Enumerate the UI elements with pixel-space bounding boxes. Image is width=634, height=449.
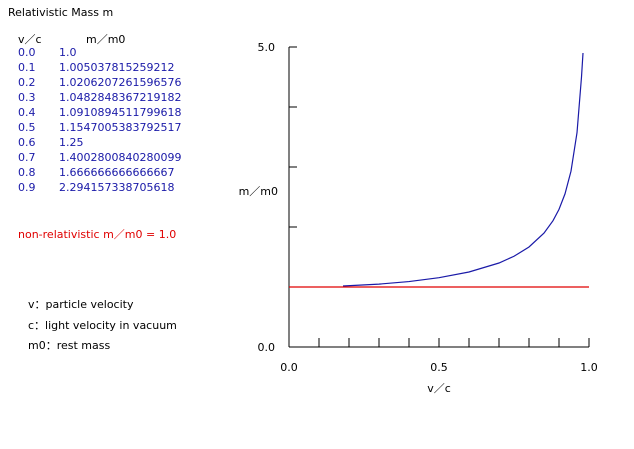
table-cell-mass: 1.666666666666667	[59, 166, 175, 179]
table-cell-mass: 2.294157338705618	[59, 181, 175, 194]
table-cell-velocity: 0.5	[18, 121, 36, 134]
y-axis-label: m／m0	[239, 185, 278, 198]
table-cell-mass: 1.25	[59, 136, 84, 149]
table-cell-velocity: 0.9	[18, 181, 36, 194]
chart-labels: 0.0 0.5 1.0 0.0 5.0 v／c m／m0	[239, 41, 598, 395]
y-tick-label: 5.0	[258, 41, 276, 54]
table-cell-mass: 1.0206207261596576	[59, 76, 182, 89]
x-tick-label: 0.0	[280, 361, 298, 374]
table-cell-velocity: 0.6	[18, 136, 36, 149]
table-cell-mass: 1.0910894511799618	[59, 106, 182, 119]
x-axis-label: v／c	[427, 382, 451, 395]
table-cell-velocity: 0.0	[18, 46, 36, 59]
table-cell-velocity: 0.2	[18, 76, 36, 89]
legend-light-velocity: c：light velocity in vacuum	[28, 319, 177, 332]
table-cell-mass: 1.0482848367219182	[59, 91, 182, 104]
table-cell-mass: 1.1547005383792517	[59, 121, 182, 134]
table-cell-mass: 1.4002800840280099	[59, 151, 182, 164]
table-cell-velocity: 0.7	[18, 151, 36, 164]
x-tick-label: 1.0	[580, 361, 598, 374]
table-cell-velocity: 0.3	[18, 91, 36, 104]
table-cell-mass: 1.005037815259212	[59, 61, 175, 74]
table-cell-velocity: 0.1	[18, 61, 36, 74]
relativistic-mass-line	[342, 52, 584, 287]
table-cell-velocity: 0.4	[18, 106, 36, 119]
page-title: Relativistic Mass m	[8, 6, 114, 19]
table-cell-velocity: 0.8	[18, 166, 36, 179]
table-header-velocity: v／c	[18, 33, 42, 46]
chart-axes	[288, 47, 589, 348]
chart-series	[289, 52, 589, 288]
chart-ticks	[289, 46, 590, 347]
legend-rest-mass: m0：rest mass	[28, 339, 111, 352]
table-header-mass: m／m0	[86, 33, 126, 46]
x-tick-label: 0.5	[430, 361, 448, 374]
legend-velocity: v：particle velocity	[28, 298, 134, 311]
table-cell-mass: 1.0	[59, 46, 77, 59]
non-relativistic-label: non-relativistic m／m0 = 1.0	[18, 228, 177, 241]
y-tick-label: 0.0	[258, 341, 276, 354]
